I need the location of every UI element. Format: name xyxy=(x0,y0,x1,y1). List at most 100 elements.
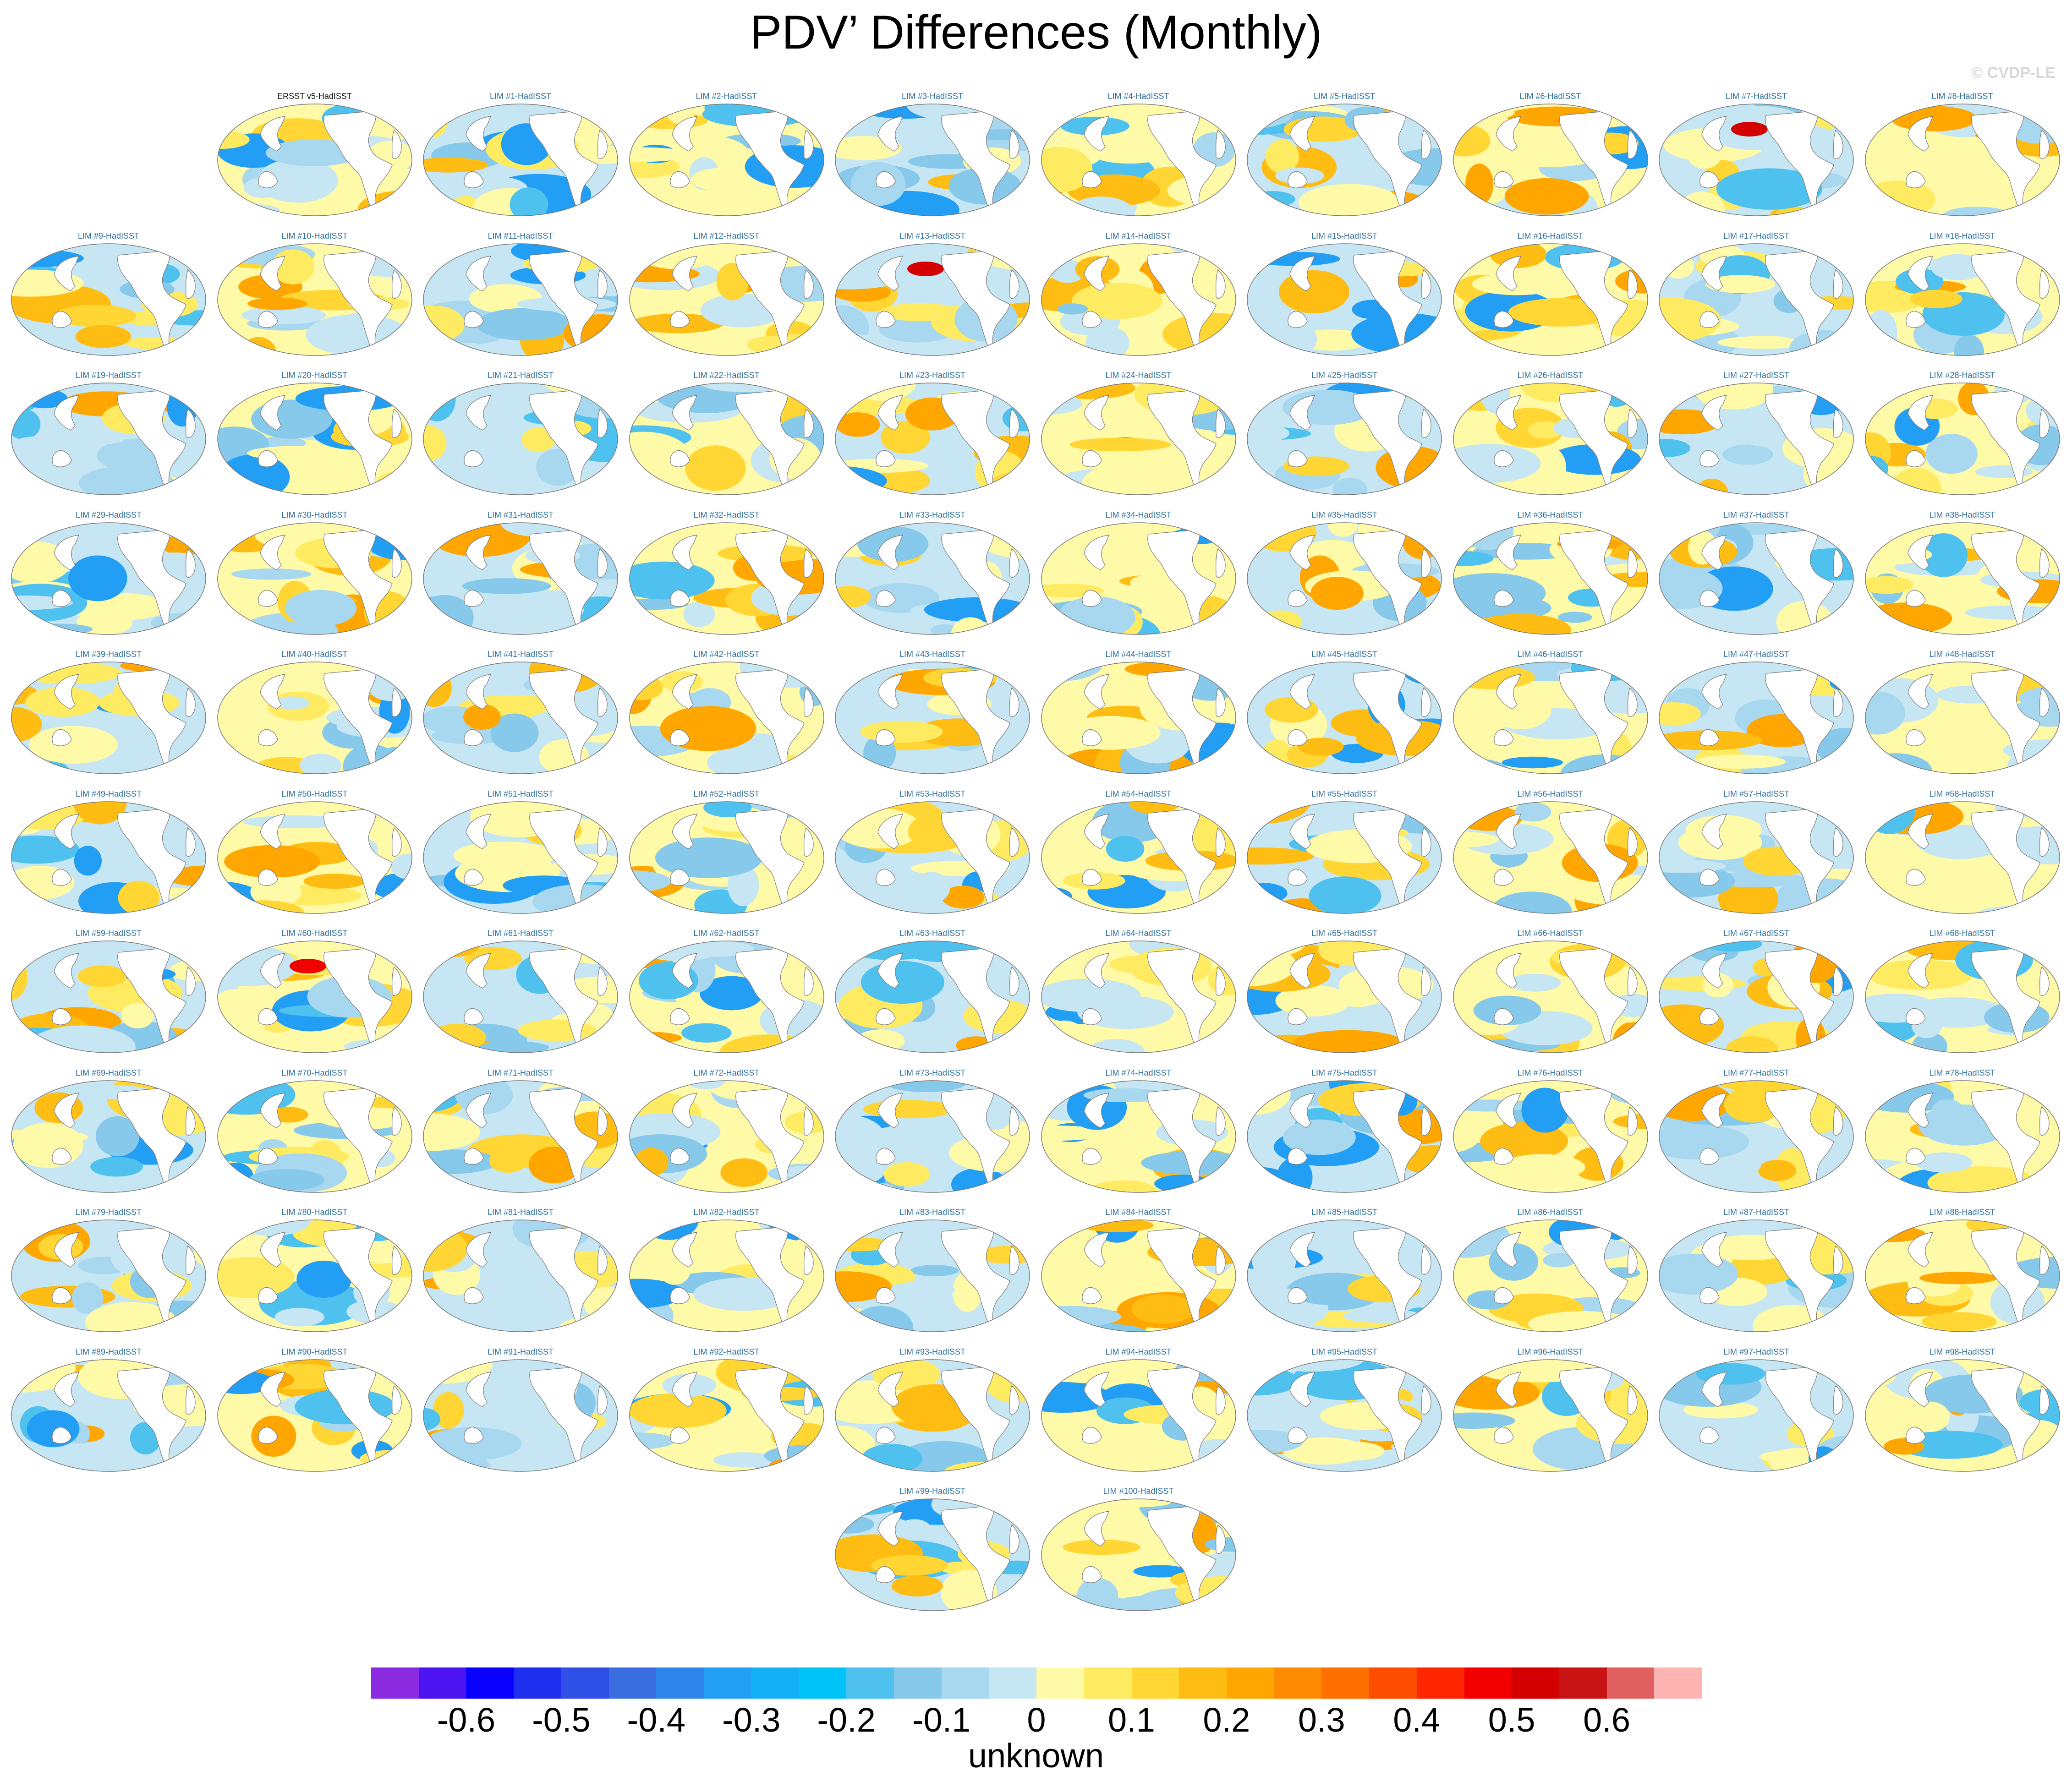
sst-anomaly-patch xyxy=(1716,1080,1814,1091)
pdv-map xyxy=(1453,243,1648,356)
pdv-map xyxy=(629,1080,824,1193)
continent xyxy=(1289,255,1315,291)
continent xyxy=(1493,310,1514,328)
map-panel: LIM #91-HadISST xyxy=(418,1347,623,1480)
map-panel: LIM #71-HadISST xyxy=(418,1068,623,1201)
continent xyxy=(1495,1371,1521,1407)
map-panel: LIM #79-HadISST xyxy=(6,1208,211,1340)
panel-title: LIM #17-HadISST xyxy=(1723,231,1790,241)
sst-anomaly-patch xyxy=(942,886,985,908)
sst-anomaly-patch xyxy=(835,705,896,719)
map-panel: LIM #74-HadISST xyxy=(1036,1068,1241,1201)
map-outline xyxy=(1659,1359,1854,1472)
continent xyxy=(1699,171,1720,188)
continent xyxy=(117,1087,186,1186)
sst-anomaly-patch xyxy=(951,617,990,634)
sst-anomaly-patch xyxy=(11,595,73,610)
map-outline xyxy=(629,1219,824,1332)
continent xyxy=(1083,395,1109,431)
sst-anomaly-patch xyxy=(247,297,307,310)
map-panel: LIM #39-HadISST xyxy=(6,650,211,782)
map-outline xyxy=(1247,801,1442,914)
colorbar-tick-label: 0.5 xyxy=(1488,1701,1535,1739)
continent xyxy=(1493,1426,1514,1444)
continent xyxy=(1699,310,1720,328)
panel-title: LIM #25-HadISST xyxy=(1311,371,1378,380)
map-outline xyxy=(1247,1359,1442,1472)
panel-title: LIM #71-HadISST xyxy=(487,1068,554,1077)
colorbar-swatch xyxy=(1131,1667,1179,1699)
sst-anomaly-patch xyxy=(629,447,666,475)
continent xyxy=(876,589,896,607)
sst-anomaly-patch xyxy=(1818,383,1853,395)
continent xyxy=(1083,534,1109,570)
sst-anomaly-patch xyxy=(274,696,310,710)
colorbar-swatch xyxy=(418,1667,466,1699)
continent xyxy=(186,548,196,578)
continent xyxy=(1289,1092,1315,1128)
map-panel: LIM #23-HadISST xyxy=(830,371,1035,503)
continent xyxy=(1559,1226,1628,1325)
map-panel: LIM #65-HadISST xyxy=(1242,929,1447,1061)
map-panel: LIM #9-HadISST xyxy=(6,231,211,364)
continent xyxy=(1971,250,2040,349)
colorbar-swatch xyxy=(1654,1667,1702,1699)
panel-title: LIM #32-HadISST xyxy=(693,510,760,519)
continent xyxy=(2039,966,2050,996)
sst-anomaly-patch xyxy=(1154,1174,1211,1192)
map-panel: LIM #8-HadISST xyxy=(1860,92,2065,224)
pdv-map xyxy=(835,104,1030,216)
continent xyxy=(1353,808,1422,907)
pdv-map xyxy=(1659,1359,1854,1472)
map-outline xyxy=(1247,661,1442,774)
sst-anomaly-patch xyxy=(217,339,253,355)
continent xyxy=(464,450,484,467)
panel-title: LIM #73-HadISST xyxy=(899,1068,966,1077)
panel-title: LIM #61-HadISST xyxy=(487,929,554,938)
panel-title: LIM #9-HadISST xyxy=(77,231,140,241)
sst-anomaly-patch xyxy=(879,662,977,669)
map-outline xyxy=(1453,104,1648,216)
map-panel: LIM #31-HadISST xyxy=(418,510,623,643)
map-panel: LIM #70-HadISST xyxy=(213,1068,417,1201)
pdv-map xyxy=(1247,1359,1442,1472)
pdv-map xyxy=(217,1080,412,1193)
continent xyxy=(52,868,72,886)
sst-anomaly-patch xyxy=(629,1393,727,1428)
continent xyxy=(186,408,196,438)
sst-anomaly-patch xyxy=(1542,1253,1575,1268)
sst-anomaly-patch xyxy=(1250,191,1295,208)
pdv-map xyxy=(1864,522,2060,635)
colorbar-swatch xyxy=(656,1667,704,1699)
colorbar-swatch xyxy=(1606,1667,1655,1699)
continent xyxy=(1083,1511,1109,1547)
sst-anomaly-patch xyxy=(510,187,548,216)
continent xyxy=(1081,1287,1102,1304)
panel-title: LIM #20-HadISST xyxy=(281,371,348,380)
continent xyxy=(1009,548,1020,578)
sst-anomaly-patch xyxy=(1464,595,1551,620)
sst-anomaly-patch xyxy=(231,568,311,580)
pdv-map xyxy=(835,243,1030,356)
panel-title: LIM #67-HadISST xyxy=(1723,929,1790,938)
continent xyxy=(877,116,903,152)
map-outline xyxy=(1041,383,1236,495)
pdv-map xyxy=(1659,801,1854,914)
map-outline xyxy=(629,661,824,774)
panel-title: LIM #33-HadISST xyxy=(899,510,966,519)
map-outline xyxy=(217,522,412,635)
continent xyxy=(464,1008,484,1025)
continent xyxy=(2039,1385,2050,1415)
continent xyxy=(671,953,697,989)
map-panel: LIM #21-HadISST xyxy=(418,371,623,503)
panel-title: LIM #74-HadISST xyxy=(1105,1068,1172,1077)
pdv-map xyxy=(1453,801,1648,914)
continent xyxy=(117,947,186,1046)
map-panel: LIM #26-HadISST xyxy=(1448,371,1653,503)
map-panel: LIM #25-HadISST xyxy=(1242,371,1447,503)
sst-anomaly-patch xyxy=(479,1041,549,1053)
continent xyxy=(1907,534,1933,570)
panel-title: LIM #91-HadISST xyxy=(487,1347,554,1356)
sst-anomaly-patch xyxy=(1891,106,1977,131)
continent xyxy=(1288,589,1308,607)
